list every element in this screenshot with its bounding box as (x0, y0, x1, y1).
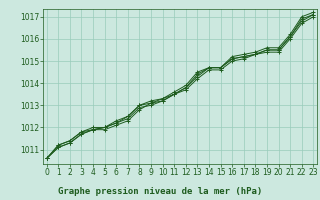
Text: Graphe pression niveau de la mer (hPa): Graphe pression niveau de la mer (hPa) (58, 187, 262, 196)
